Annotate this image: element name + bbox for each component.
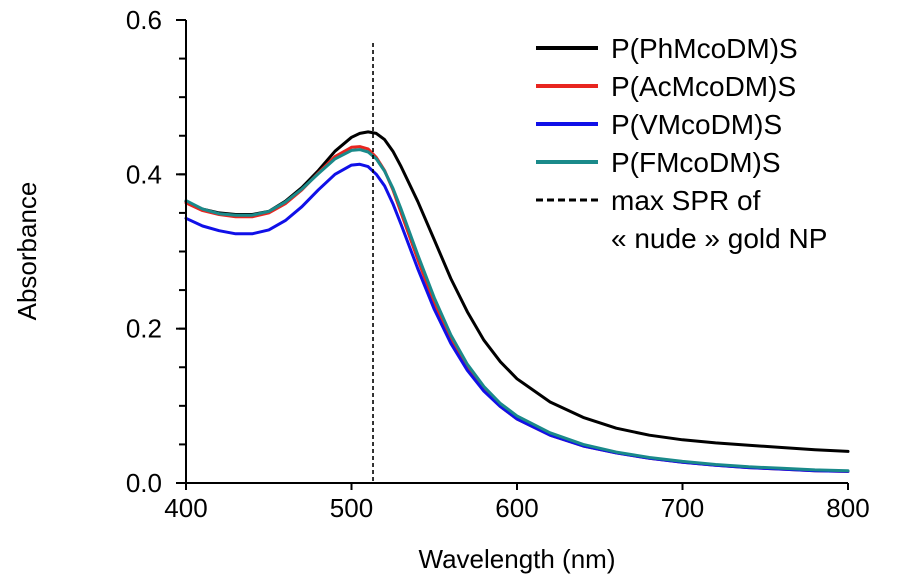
x-tick-label: 600 xyxy=(495,493,538,523)
y-axis-title: Absorbance xyxy=(12,182,42,321)
y-tick-label: 0.6 xyxy=(126,5,162,35)
legend-label-1: P(AcMcoDM)S xyxy=(611,71,796,102)
plot-area xyxy=(184,43,850,483)
legend-label-2: P(VMcoDM)S xyxy=(611,109,782,140)
legend: P(PhMcoDM)S P(AcMcoDM)S P(VMcoDM)S P(FMcoDM… xyxy=(536,33,827,254)
x-tick-label: 500 xyxy=(330,493,373,523)
series-line-0 xyxy=(184,130,850,453)
x-tick-label: 700 xyxy=(661,493,704,523)
y-tick-label: 0.4 xyxy=(126,159,162,189)
x-axis-title: Wavelength (nm) xyxy=(419,544,616,574)
ticks: 400 500 600 700 800 0.0 0.2 0.4 0.6 xyxy=(126,5,870,523)
legend-label-0: P(PhMcoDM)S xyxy=(611,33,798,64)
y-tick-label: 0.0 xyxy=(126,468,162,498)
x-tick-label: 400 xyxy=(164,493,207,523)
legend-label-reference-line1: max SPR of xyxy=(611,185,761,216)
x-tick-label: 800 xyxy=(826,493,869,523)
y-tick-label: 0.2 xyxy=(126,314,162,344)
legend-label-reference-line2: « nude » gold NP xyxy=(611,223,827,254)
legend-label-3: P(FMcoDM)S xyxy=(611,147,781,178)
series-line-3 xyxy=(184,148,850,473)
